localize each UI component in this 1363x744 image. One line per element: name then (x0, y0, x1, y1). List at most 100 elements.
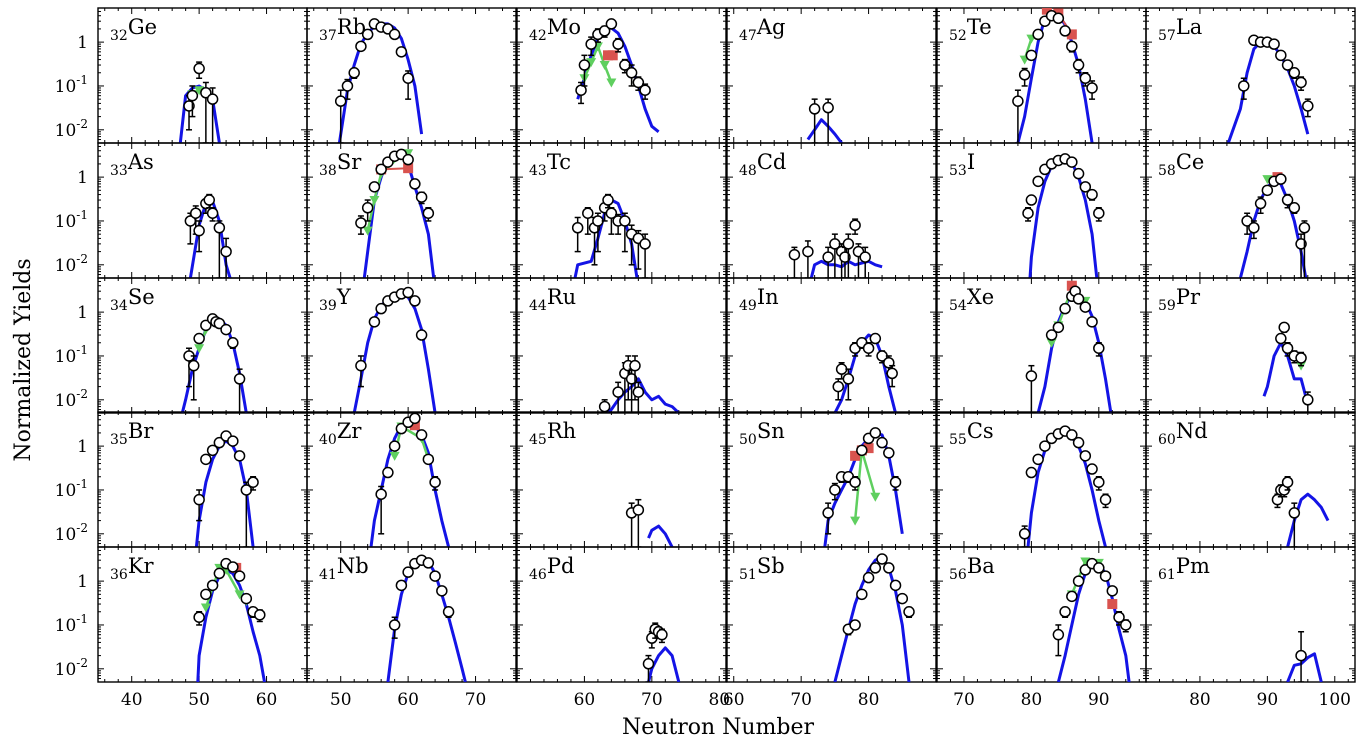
data-point (334, 95, 347, 107)
data-point (368, 316, 381, 328)
data-point (1045, 329, 1058, 341)
data-point (1022, 207, 1034, 219)
data-point (220, 245, 232, 258)
plot-area (1226, 34, 1314, 143)
data-point (1288, 67, 1301, 79)
data-point (1025, 49, 1038, 62)
data-point (382, 466, 394, 479)
data-point (625, 373, 638, 385)
red-point (850, 450, 861, 461)
data-point (233, 570, 246, 582)
panel-as: 1 10-1 10-2 33As (55, 142, 308, 279)
model-line (352, 292, 437, 413)
green-point (369, 196, 380, 206)
data-point (869, 332, 882, 345)
element-label: 51Sb (739, 554, 785, 583)
element-label: 33As (110, 150, 154, 179)
green-point (1262, 175, 1273, 185)
data-point (1025, 194, 1038, 206)
data-point (886, 367, 898, 380)
x-tick-label: 80 (858, 690, 880, 710)
data-point (849, 476, 861, 488)
element-label: 46Pd (529, 554, 574, 583)
data-point (592, 215, 604, 227)
green-point (1080, 557, 1091, 567)
panel-nb: 50 60 70 41Nb (306, 546, 517, 710)
data-point (402, 286, 414, 299)
data-point (402, 566, 414, 578)
data-point (1079, 72, 1092, 84)
plot-area (833, 553, 915, 682)
data-point (206, 444, 219, 457)
plot-area (788, 218, 883, 278)
x-tick-label: 50 (330, 690, 352, 710)
data-point (200, 87, 212, 99)
data-point (1275, 173, 1287, 185)
y-tick-label: 1 (77, 437, 88, 457)
y-tick-label: 10-2 (55, 387, 88, 411)
panel-zr: 40Zr (306, 411, 517, 548)
data-point (883, 447, 895, 459)
data-point (571, 222, 584, 234)
data-point (422, 453, 435, 466)
plot-area (1238, 172, 1311, 278)
plot-area (1012, 8, 1098, 143)
panel-ge: 1 10-1 10-2 32Ge (55, 7, 308, 144)
data-point (395, 579, 408, 592)
panel-te: 52Te (936, 7, 1147, 144)
data-point (415, 429, 428, 441)
y-tick-label: 10-2 (55, 656, 88, 680)
data-point (1295, 238, 1307, 250)
data-point (190, 207, 202, 219)
y-tick-label: 10-2 (55, 521, 88, 545)
data-point (1066, 590, 1078, 603)
data-point (1288, 507, 1301, 519)
data-point (582, 207, 594, 219)
plot-area (369, 412, 451, 547)
data-point (1295, 352, 1307, 364)
data-point (1032, 175, 1044, 188)
plot-area (598, 355, 680, 413)
element-label: 44Ru (529, 285, 576, 314)
data-point (415, 191, 428, 203)
data-point (1238, 80, 1250, 92)
green-point (606, 78, 617, 88)
data-point (193, 62, 205, 75)
data-point (220, 323, 232, 336)
data-point (206, 579, 219, 592)
plot-area (832, 332, 898, 413)
red-point (1107, 599, 1118, 610)
data-point (1086, 82, 1098, 94)
data-point (200, 588, 212, 601)
data-point (206, 207, 219, 219)
data-point (402, 153, 414, 166)
green-point (870, 492, 881, 502)
data-point (639, 238, 651, 250)
data-point (896, 592, 909, 605)
element-label: 57La (1158, 15, 1202, 44)
element-label: 39Y (319, 285, 352, 314)
element-label: 58Ce (1158, 150, 1204, 179)
model-line (1286, 652, 1323, 682)
panel-kr: 1 10-1 10-2 40 50 60 36Kr (55, 546, 308, 710)
element-label: 32Ge (110, 15, 157, 44)
model-line (647, 524, 674, 547)
data-point (193, 493, 205, 506)
element-label: 38Sr (319, 150, 362, 179)
data-point (227, 337, 239, 349)
data-point (193, 611, 205, 623)
data-point (1093, 207, 1105, 219)
panel-y: 39Y (306, 277, 517, 414)
data-point (227, 561, 239, 573)
panel-frame (726, 277, 937, 414)
plot-area (822, 427, 904, 547)
data-point (186, 89, 199, 102)
element-label: 59Pr (1158, 285, 1201, 314)
data-point (869, 427, 882, 439)
plot-area (806, 98, 843, 143)
red-point (1066, 29, 1077, 40)
data-point (361, 28, 374, 41)
data-point (859, 251, 871, 263)
data-point (1052, 628, 1065, 641)
data-point (578, 59, 591, 71)
